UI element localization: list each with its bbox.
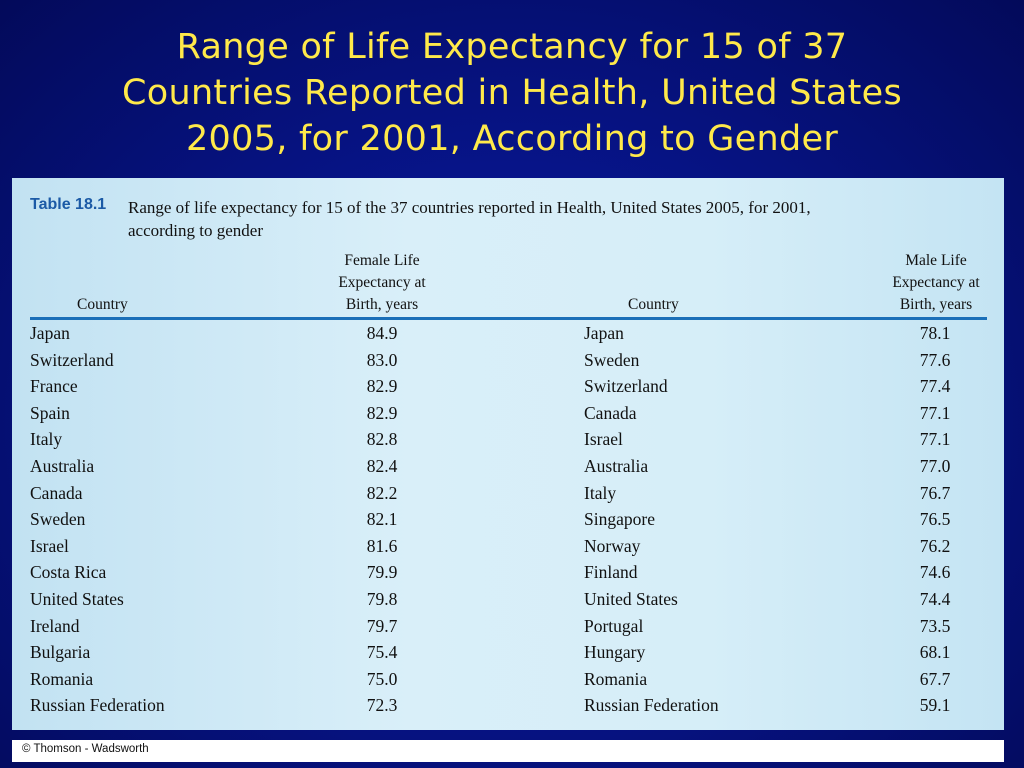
male-country-cell: Finland: [584, 562, 638, 583]
male-value-cell: 77.0: [919, 456, 951, 476]
male-country-cell: Japan: [584, 323, 624, 343]
female-country-cell: Sweden: [30, 509, 86, 530]
male-country-cell: Russian Federation: [584, 695, 719, 716]
male-country-cell: Israel: [584, 429, 623, 450]
male-value-cell: 77.4: [919, 376, 951, 397]
table-row: France 82.9 Switzerland 77.4: [12, 373, 1004, 400]
male-value-cell: 74.6: [919, 562, 951, 583]
female-value-cell: 82.9: [366, 402, 398, 423]
male-value-cell: 74.4: [919, 589, 951, 609]
male-value-cell: 68.1: [919, 642, 951, 663]
male-country-cell: Portugal: [584, 615, 644, 636]
header-male-value: Male Life Expectancy at Birth, years: [866, 250, 1006, 316]
male-country-cell: Norway: [584, 535, 641, 556]
male-country-cell: Hungary: [584, 642, 646, 663]
male-country-cell: United States: [584, 589, 678, 609]
male-value-cell: 73.5: [919, 615, 951, 636]
caption-line-1: Range of life expectancy for 15 of the 3…: [128, 198, 811, 217]
male-value-cell: 77.6: [919, 349, 951, 370]
female-country-cell: Israel: [30, 535, 69, 556]
female-value-cell: 79.8: [366, 589, 398, 609]
table-row: Russian Federation 72.3 Russian Federati…: [12, 692, 1004, 719]
female-value-cell: 81.6: [366, 535, 398, 556]
female-value-cell: 84.9: [366, 323, 398, 343]
table-row: Israel 81.6 Norway 76.2: [12, 533, 1004, 560]
male-value-cell: 76.5: [919, 509, 951, 530]
female-country-cell: United States: [30, 589, 124, 609]
header-male-value-line-1: Male Life: [905, 252, 967, 269]
male-country-cell: Australia: [584, 456, 649, 476]
female-value-cell: 82.2: [366, 482, 398, 503]
female-country-cell: Canada: [30, 482, 83, 503]
female-value-cell: 79.7: [366, 615, 398, 636]
male-value-cell: 59.1: [919, 695, 951, 716]
caption-line-2: according to gender: [128, 221, 263, 240]
male-country-cell: Canada: [584, 402, 637, 423]
header-female-value-line-3: Birth, years: [345, 296, 419, 313]
female-country-cell: Ireland: [30, 615, 80, 636]
table-row: Japan 84.9 Japan 78.1: [12, 320, 1004, 347]
male-value-cell: 76.2: [919, 535, 951, 556]
header-male-value-line-2: Expectancy at: [892, 274, 980, 291]
female-country-cell: Romania: [30, 668, 94, 689]
female-value-cell: 72.3: [366, 695, 398, 716]
female-value-cell: 83.0: [366, 349, 398, 370]
female-value-cell: 75.4: [366, 642, 398, 663]
table-row: Australia 82.4 Australia 77.0: [12, 453, 1004, 480]
female-country-cell: Italy: [30, 429, 63, 450]
male-country-cell: Italy: [584, 482, 617, 503]
header-rule: [30, 317, 987, 320]
male-country-cell: Singapore: [584, 509, 655, 530]
header-male-value-line-3: Birth, years: [899, 296, 973, 313]
table-row: Italy 82.8 Israel 77.1: [12, 426, 1004, 453]
slide-title-line-1: Range of Life Expectancy for 15 of 37: [176, 27, 848, 67]
female-country-cell: Bulgaria: [30, 642, 91, 663]
female-country-cell: Spain: [30, 402, 70, 423]
male-value-cell: 77.1: [919, 429, 951, 450]
header-female-country: Country: [77, 296, 128, 313]
header-female-value-line-1: Female Life: [344, 252, 420, 269]
table-number: Table 18.1: [30, 196, 107, 213]
copyright-text: © Thomson - Wadsworth: [22, 743, 149, 755]
female-value-cell: 79.9: [366, 562, 398, 583]
table-row: Switzerland 83.0 Sweden 77.6: [12, 347, 1004, 374]
table-caption-text: Range of life expectancy for 15 of the 3…: [128, 196, 988, 242]
slide-title-line-3: 2005, for 2001, According to Gender: [185, 119, 839, 159]
footer-bar: © Thomson - Wadsworth: [12, 740, 1004, 762]
male-value-cell: 78.1: [919, 323, 951, 343]
female-country-cell: Australia: [30, 456, 95, 476]
male-country-cell: Switzerland: [584, 376, 668, 397]
table-row: Costa Rica 79.9 Finland 74.6: [12, 559, 1004, 586]
table-row: Spain 82.9 Canada 77.1: [12, 400, 1004, 427]
table-row: Ireland 79.7 Portugal 73.5: [12, 613, 1004, 640]
table-row: United States 79.8 United States 74.4: [12, 586, 1004, 613]
slide-title: Range of Life Expectancy for 15 of 37 Co…: [0, 24, 1024, 162]
female-value-cell: 82.4: [366, 456, 398, 476]
table-row: Bulgaria 75.4 Hungary 68.1: [12, 639, 1004, 666]
female-country-cell: Russian Federation: [30, 695, 165, 716]
female-country-cell: France: [30, 376, 78, 397]
header-male-country: Country: [628, 296, 679, 313]
female-country-cell: Costa Rica: [30, 562, 107, 583]
male-value-cell: 76.7: [919, 482, 951, 503]
male-value-cell: 67.7: [919, 668, 951, 689]
header-female-value: Female Life Expectancy at Birth, years: [312, 250, 452, 316]
header-female-value-line-2: Expectancy at: [338, 274, 426, 291]
female-value-cell: 82.8: [366, 429, 398, 450]
male-country-cell: Sweden: [584, 349, 640, 370]
table-row: Sweden 82.1 Singapore 76.5: [12, 506, 1004, 533]
female-country-cell: Switzerland: [30, 349, 114, 370]
female-value-cell: 75.0: [366, 668, 398, 689]
table-panel: Table 18.1 Range of life expectancy for …: [12, 178, 1004, 730]
male-country-cell: Romania: [584, 668, 648, 689]
male-value-cell: 77.1: [919, 402, 951, 423]
slide-title-line-2: Countries Reported in Health, United Sta…: [122, 73, 902, 113]
table-row: Romania 75.0 Romania 67.7: [12, 666, 1004, 693]
female-value-cell: 82.1: [366, 509, 398, 530]
female-value-cell: 82.9: [366, 376, 398, 397]
table-row: Canada 82.2 Italy 76.7: [12, 480, 1004, 507]
female-country-cell: Japan: [30, 323, 70, 343]
